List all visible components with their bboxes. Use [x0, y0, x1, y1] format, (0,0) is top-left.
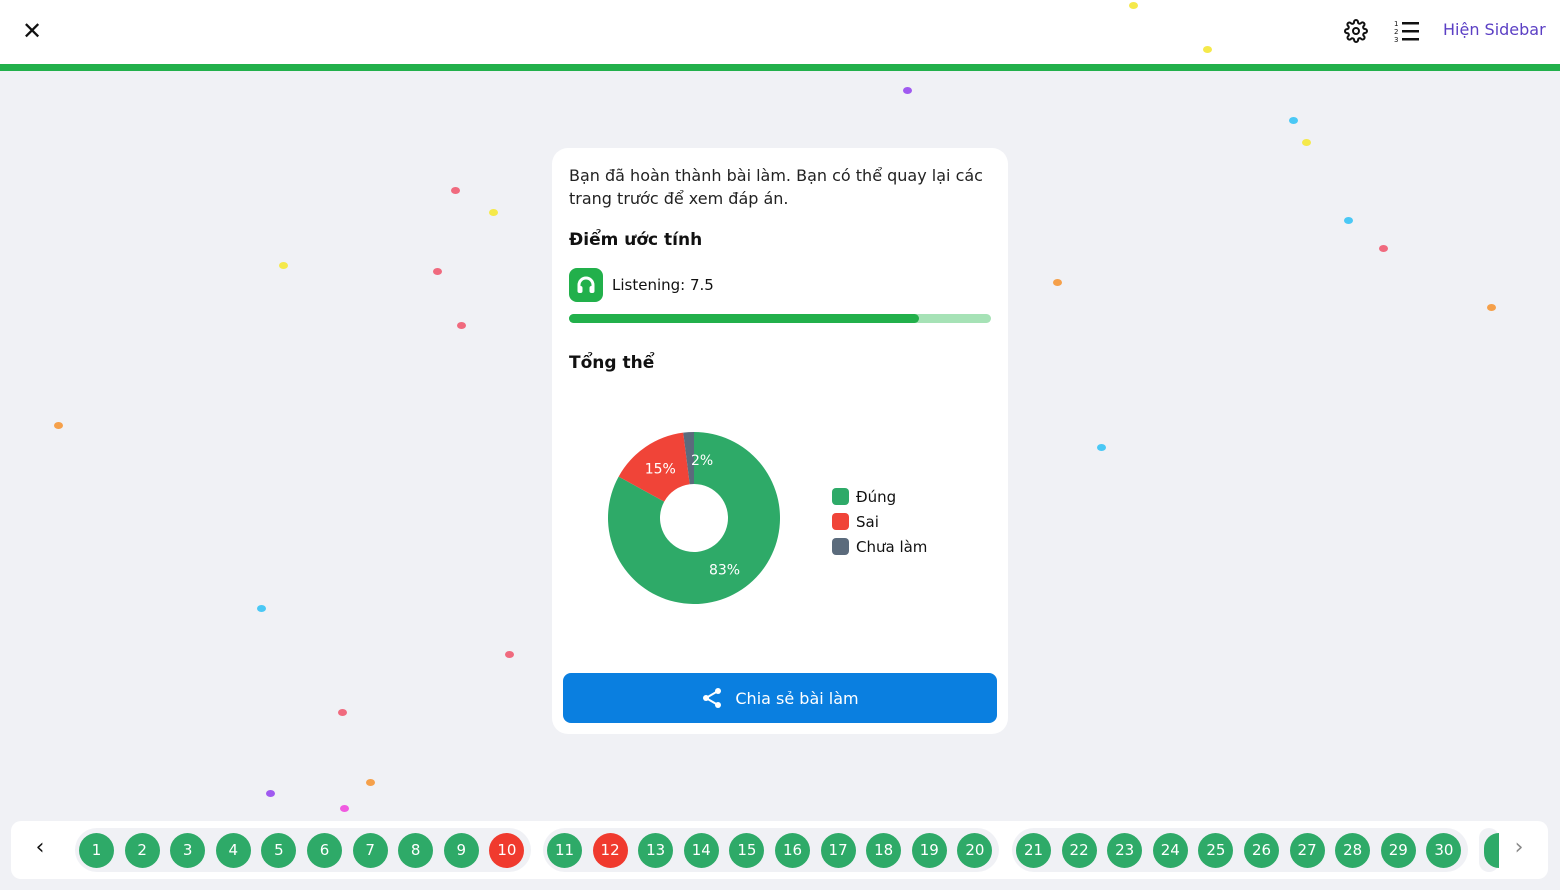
numbered-list-icon[interactable]: 123	[1394, 19, 1420, 43]
question-group: 21 22 23 24 25 26 27 28 29 30	[1012, 828, 1468, 872]
score-title: Điểm ước tính	[569, 230, 703, 250]
legend-item-correct: Đúng	[832, 484, 927, 509]
question-button-25[interactable]: 25	[1198, 833, 1234, 868]
confetti-piece	[505, 651, 514, 658]
donut-slice-0	[608, 432, 780, 604]
overall-donut-chart: 83% 15% 2%	[608, 432, 780, 604]
question-button-9[interactable]: 9	[443, 833, 479, 868]
question-button-19[interactable]: 19	[911, 833, 947, 868]
legend-swatch	[832, 488, 849, 505]
question-button-23[interactable]: 23	[1107, 833, 1143, 868]
confetti-piece	[457, 322, 466, 329]
share-label: Chia sẻ bài làm	[735, 688, 859, 708]
question-button-17[interactable]: 17	[820, 833, 856, 868]
confetti-piece	[451, 187, 460, 194]
donut-label-1: 15%	[645, 461, 676, 477]
donut-slice-1	[618, 432, 690, 502]
question-group: 1 2 3 4 5 6 7 8 9 10	[75, 828, 531, 872]
question-button-1[interactable]: 1	[79, 833, 114, 868]
question-button-22[interactable]: 22	[1061, 833, 1097, 868]
question-button-4[interactable]: 4	[215, 833, 251, 868]
question-navigator: ‹ 1 2 3 4 5 6 7 8 9 10 11 12 13 14 15 16 17 18 19 20 21 22 23 2…	[11, 821, 1548, 879]
question-button-21[interactable]: 21	[1016, 833, 1051, 868]
legend-label: Chưa làm	[856, 537, 928, 556]
question-button-26[interactable]: 26	[1244, 833, 1279, 868]
question-button-30[interactable]: 30	[1426, 833, 1462, 868]
question-button-14[interactable]: 14	[683, 833, 719, 868]
question-button-6[interactable]: 6	[307, 833, 342, 868]
question-button-12[interactable]: 12	[592, 833, 628, 868]
question-button-28[interactable]: 28	[1335, 833, 1371, 868]
chevron-right-icon[interactable]: ›	[1514, 835, 1524, 860]
listening-progress-fill	[569, 314, 920, 323]
confetti-piece	[338, 709, 347, 716]
confetti-piece	[279, 262, 288, 269]
confetti-piece	[1053, 279, 1062, 286]
question-button-13[interactable]: 13	[638, 833, 674, 868]
confetti-piece	[266, 790, 275, 797]
question-button-27[interactable]: 27	[1289, 833, 1325, 868]
question-button-7[interactable]: 7	[352, 833, 388, 868]
question-button-3[interactable]: 3	[170, 833, 206, 868]
legend-label: Sai	[856, 512, 879, 531]
donut-label-2: 2%	[691, 453, 713, 469]
confetti-piece	[903, 87, 912, 94]
question-button-2[interactable]: 2	[124, 833, 160, 868]
confetti-piece	[433, 268, 442, 275]
confetti-piece	[1129, 2, 1138, 9]
listening-score: Listening: 7.5	[612, 276, 714, 294]
confetti-piece	[54, 422, 63, 429]
question-button-15[interactable]: 15	[729, 833, 765, 868]
share-icon	[703, 688, 722, 708]
legend-item-wrong: Sai	[832, 509, 927, 534]
legend-label: Đúng	[856, 487, 897, 506]
question-button-29[interactable]: 29	[1380, 833, 1416, 868]
confetti-piece	[366, 779, 375, 786]
confetti-piece	[340, 805, 349, 812]
confetti-piece	[489, 209, 498, 216]
svg-text:1: 1	[1394, 20, 1398, 28]
headphones-icon	[569, 268, 603, 302]
confetti-piece	[257, 605, 266, 612]
question-button-8[interactable]: 8	[398, 833, 434, 868]
show-sidebar-button[interactable]: Hiện Sidebar	[1443, 20, 1546, 39]
confetti-piece	[1302, 139, 1311, 146]
overall-title: Tổng thể	[569, 353, 655, 373]
confetti-piece	[1097, 444, 1106, 451]
legend-swatch	[832, 538, 849, 555]
question-button-10[interactable]: 10	[489, 833, 525, 868]
question-button-20[interactable]: 20	[957, 833, 993, 868]
question-button-11[interactable]: 11	[547, 833, 582, 868]
confetti-piece	[1379, 245, 1388, 252]
confetti-piece	[1487, 304, 1496, 311]
gear-icon[interactable]	[1344, 19, 1368, 43]
svg-text:3: 3	[1394, 36, 1398, 43]
confetti-piece	[1203, 46, 1212, 53]
result-card: Bạn đã hoàn thành bài làm. Bạn có thể qu…	[552, 148, 1008, 734]
completion-message: Bạn đã hoàn thành bài làm. Bạn có thể qu…	[569, 166, 983, 208]
question-group-partial	[1479, 828, 1499, 872]
question-button-partial[interactable]	[1484, 833, 1499, 868]
chevron-left-icon[interactable]: ‹	[35, 835, 45, 860]
close-icon[interactable]: ✕	[21, 17, 43, 45]
legend-swatch	[832, 513, 849, 530]
legend-item-unanswered: Chưa làm	[832, 534, 927, 559]
chart-legend: Đúng Sai Chưa làm	[832, 484, 927, 559]
donut-slice-2	[683, 432, 694, 485]
confetti-piece	[1289, 117, 1298, 124]
share-button[interactable]: Chia sẻ bài làm	[563, 673, 997, 723]
listening-progress-bar	[569, 314, 991, 323]
progress-line	[0, 64, 1560, 71]
question-button-18[interactable]: 18	[866, 833, 902, 868]
question-group: 11 12 13 14 15 16 17 18 19 20	[543, 828, 999, 872]
question-button-5[interactable]: 5	[261, 833, 297, 868]
donut-label-0: 83%	[709, 563, 740, 579]
question-button-24[interactable]: 24	[1152, 833, 1188, 868]
confetti-piece	[1344, 217, 1353, 224]
svg-text:2: 2	[1394, 28, 1398, 36]
question-button-16[interactable]: 16	[775, 833, 810, 868]
